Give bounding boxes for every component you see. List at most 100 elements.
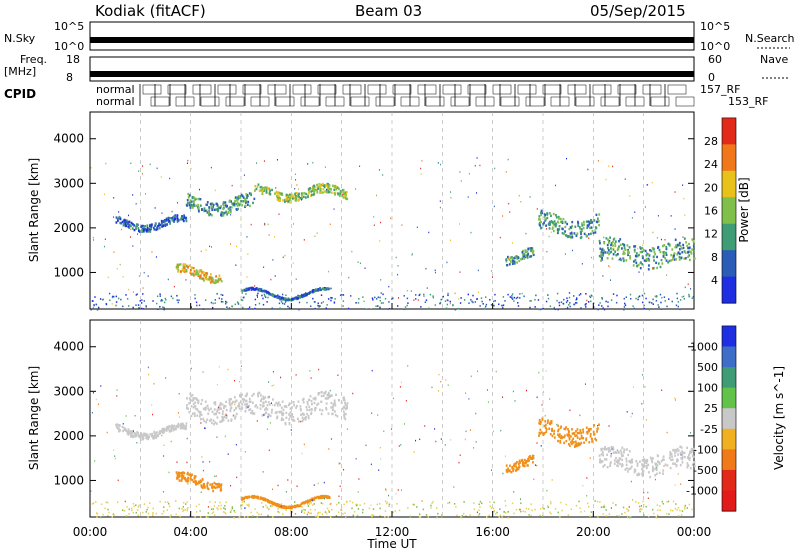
ground-scatter-mark [677, 507, 680, 509]
ground-scatter-mark [637, 502, 640, 504]
ground-scatter-mark [242, 306, 244, 309]
echo-mark [675, 464, 678, 468]
echo-mark [633, 248, 636, 252]
echo-mark [553, 432, 555, 435]
echo-mark [609, 449, 612, 452]
ground-scatter-mark [425, 514, 428, 516]
echo-mark [269, 414, 272, 418]
echo-mark [219, 277, 222, 281]
echo-mark [649, 475, 652, 479]
echo-mark [532, 252, 534, 255]
ground-scatter-mark [374, 296, 376, 299]
ground-scatter-mark [485, 296, 487, 298]
ground-scatter-mark [439, 301, 442, 304]
echo-mark [641, 262, 644, 266]
echo-mark [562, 217, 565, 221]
echo-mark [631, 458, 634, 461]
echo-mark [683, 451, 686, 455]
speckle-mark [627, 510, 629, 512]
echo-mark [310, 408, 313, 411]
echo-mark [296, 504, 298, 508]
freq-tick-high: 18 [66, 53, 80, 66]
speckle-mark [342, 193, 344, 196]
ground-scatter-mark [250, 511, 252, 514]
speckle-mark [132, 291, 134, 293]
echo-mark [620, 449, 622, 452]
echo-mark [538, 215, 541, 218]
ground-scatter-mark [135, 511, 138, 514]
ground-scatter-mark [194, 294, 196, 296]
ground-scatter-mark [684, 506, 686, 508]
echo-mark [651, 246, 654, 250]
echo-mark [674, 451, 676, 454]
ground-scatter-mark [125, 515, 128, 518]
echo-mark [557, 429, 559, 433]
echo-mark [618, 245, 620, 248]
echo-mark [271, 293, 273, 297]
echo-mark [681, 455, 684, 459]
ground-scatter-mark [281, 293, 284, 296]
speckle-mark [310, 377, 312, 379]
echo-mark [139, 438, 142, 441]
ground-scatter-mark [143, 300, 145, 302]
echo-mark [142, 438, 144, 441]
ground-scatter-mark [565, 503, 567, 506]
speckle-mark [151, 251, 153, 253]
speckle-mark [199, 510, 201, 512]
echo-mark [596, 217, 599, 220]
echo-mark [297, 194, 300, 197]
ground-scatter-mark [630, 516, 632, 519]
ground-scatter-mark [507, 516, 509, 519]
ground-scatter-mark [496, 511, 498, 514]
echo-mark [678, 248, 681, 251]
ground-scatter-mark [681, 510, 684, 512]
echo-mark [234, 400, 237, 404]
speckle-mark [187, 159, 189, 162]
speckle-mark [540, 445, 542, 447]
echo-mark [288, 422, 291, 425]
ground-scatter-mark [264, 295, 266, 297]
speckle-mark [201, 477, 203, 480]
ground-scatter-mark [131, 507, 133, 510]
echo-mark [213, 485, 216, 489]
echo-mark [211, 483, 214, 486]
ground-scatter-mark [587, 301, 590, 303]
ground-scatter-mark [350, 295, 352, 297]
ground-scatter-mark [566, 297, 568, 300]
ground-scatter-mark [328, 509, 330, 512]
ground-scatter-mark [655, 296, 658, 298]
echo-mark [203, 419, 206, 423]
echo-mark [648, 471, 650, 474]
echo-mark [224, 201, 227, 204]
echo-mark [145, 435, 148, 439]
echo-mark [583, 223, 585, 226]
ground-scatter-mark [671, 509, 674, 512]
echo-mark [599, 460, 602, 463]
echo-mark [692, 245, 695, 248]
echo-mark [296, 191, 298, 195]
echo-mark [342, 398, 345, 402]
echo-mark [300, 195, 303, 199]
speckle-mark [176, 202, 178, 204]
speckle-mark [613, 247, 615, 250]
ground-scatter-mark [403, 295, 405, 297]
echo-mark [175, 477, 178, 480]
speckle-mark [660, 238, 662, 241]
echo-mark [248, 192, 251, 195]
ground-scatter-mark [257, 292, 259, 295]
echo-mark [155, 431, 158, 434]
echo-mark [142, 226, 145, 229]
echo-mark [314, 408, 316, 412]
echo-mark [338, 194, 341, 198]
echo-mark [334, 191, 337, 195]
nsearch-label: N.Search [745, 32, 795, 45]
echo-mark [641, 459, 644, 462]
ground-scatter-mark [371, 516, 373, 519]
echo-mark [141, 436, 144, 439]
ground-scatter-mark [585, 293, 587, 295]
echo-mark [558, 433, 561, 436]
speckle-mark [170, 440, 172, 443]
echo-mark [297, 400, 300, 403]
echo-mark [133, 224, 136, 227]
echo-mark [521, 251, 524, 254]
